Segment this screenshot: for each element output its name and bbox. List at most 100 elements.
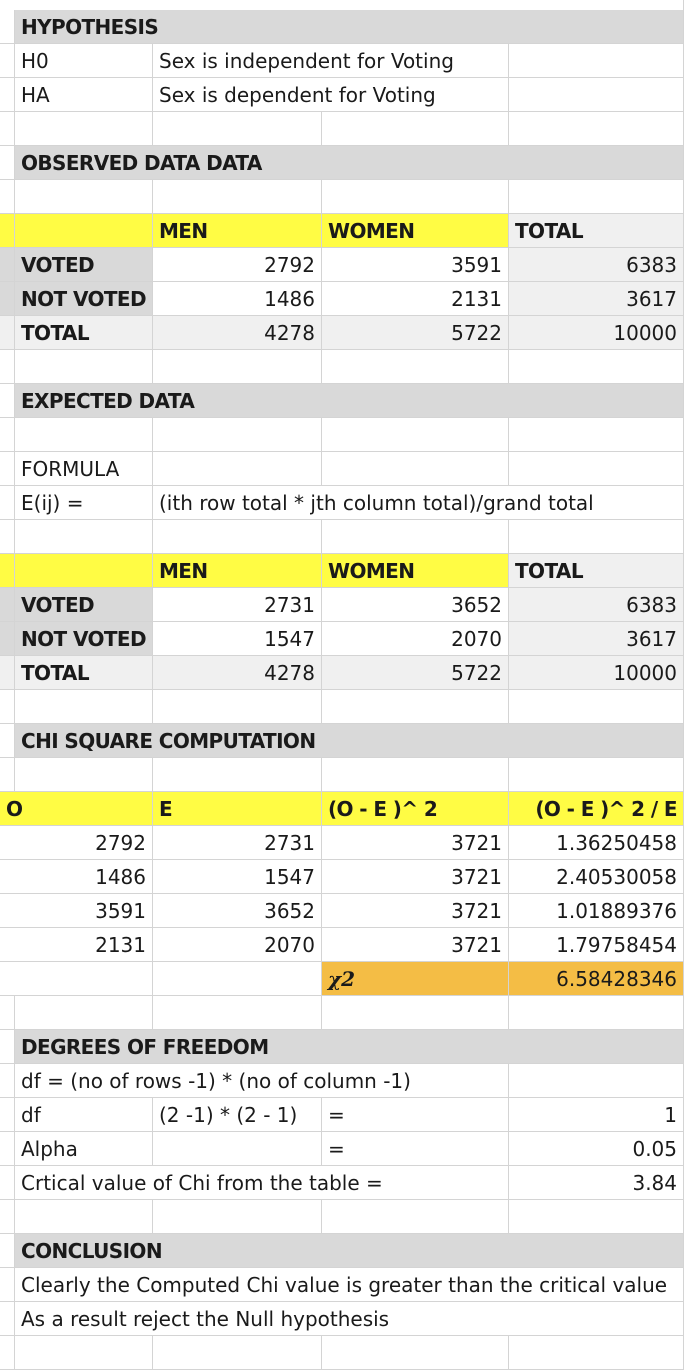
conclusion-line-2[interactable]: As a result reject the Null hypothesis (15, 1302, 684, 1336)
chi-e-cell[interactable]: 2731 (153, 826, 322, 860)
h0-label[interactable]: H0 (15, 44, 153, 78)
empty-cell[interactable] (322, 758, 509, 792)
empty-cell[interactable] (0, 1064, 15, 1098)
empty-cell[interactable] (509, 112, 684, 146)
empty-cell[interactable] (153, 520, 322, 554)
empty-cell[interactable] (0, 146, 15, 180)
empty-cell[interactable] (0, 452, 15, 486)
chi-o-cell[interactable]: 3591 (0, 894, 153, 928)
empty-cell[interactable] (322, 996, 509, 1030)
observed-cell[interactable]: 3617 (509, 282, 684, 316)
observed-cell[interactable]: 1486 (153, 282, 322, 316)
empty-cell[interactable] (0, 248, 15, 282)
expected-cell[interactable]: 2070 (322, 622, 509, 656)
empty-cell[interactable] (0, 758, 15, 792)
expected-cell[interactable]: 4278 (153, 656, 322, 690)
observed-row-label[interactable]: VOTED (15, 248, 153, 282)
empty-cell[interactable] (0, 622, 15, 656)
chi-o-cell[interactable]: 1486 (0, 860, 153, 894)
expected-cell[interactable]: 2731 (153, 588, 322, 622)
chi-ratio-cell[interactable]: 2.40530058 (509, 860, 684, 894)
empty-cell[interactable] (509, 180, 684, 214)
empty-cell[interactable] (509, 78, 684, 112)
empty-cell[interactable] (15, 690, 153, 724)
empty-cell[interactable] (0, 384, 15, 418)
conclusion-line-1[interactable]: Clearly the Computed Chi value is greate… (15, 1268, 684, 1302)
empty-cell[interactable] (0, 350, 15, 384)
empty-cell[interactable] (15, 214, 153, 248)
chi-ratio-cell[interactable]: 1.01889376 (509, 894, 684, 928)
dof-header[interactable]: DEGREES OF FREEDOM (15, 1030, 684, 1064)
empty-cell[interactable] (0, 1030, 15, 1064)
empty-cell[interactable] (15, 758, 153, 792)
expected-row-label[interactable]: TOTAL (15, 656, 153, 690)
empty-cell[interactable] (0, 520, 15, 554)
observed-cell[interactable]: 6383 (509, 248, 684, 282)
empty-cell[interactable] (0, 656, 15, 690)
empty-cell[interactable] (15, 1336, 153, 1370)
empty-cell[interactable] (153, 112, 322, 146)
observed-col-men[interactable]: MEN (153, 214, 322, 248)
expected-cell[interactable]: 5722 (322, 656, 509, 690)
observed-col-women[interactable]: WOMEN (322, 214, 509, 248)
empty-cell[interactable] (153, 758, 322, 792)
empty-cell[interactable] (15, 180, 153, 214)
chi-sq-cell[interactable]: 3721 (322, 826, 509, 860)
dof-formula[interactable]: df = (no of rows -1) * (no of column -1) (15, 1064, 509, 1098)
empty-cell[interactable] (322, 1336, 509, 1370)
empty-cell[interactable] (153, 1132, 322, 1166)
empty-cell[interactable] (153, 1200, 322, 1234)
chi-col-ratio[interactable]: (O - E )^ 2 / E (509, 792, 684, 826)
empty-cell[interactable] (0, 282, 15, 316)
empty-cell[interactable] (322, 418, 509, 452)
expected-row-label[interactable]: VOTED (15, 588, 153, 622)
empty-cell[interactable] (153, 452, 322, 486)
expected-col-women[interactable]: WOMEN (322, 554, 509, 588)
empty-cell[interactable] (15, 350, 153, 384)
empty-cell[interactable] (153, 350, 322, 384)
alpha-value[interactable]: 0.05 (509, 1132, 684, 1166)
empty-cell[interactable] (15, 1200, 153, 1234)
df-value[interactable]: 1 (509, 1098, 684, 1132)
observed-row-label[interactable]: TOTAL (15, 316, 153, 350)
empty-cell[interactable] (0, 316, 15, 350)
chi-ratio-cell[interactable]: 1.79758454 (509, 928, 684, 962)
empty-cell[interactable] (0, 588, 15, 622)
empty-cell[interactable] (0, 724, 15, 758)
formula-text[interactable]: (ith row total * jth column total)/grand… (153, 486, 684, 520)
observed-cell[interactable]: 3591 (322, 248, 509, 282)
conclusion-header[interactable]: CONCLUSION (15, 1234, 684, 1268)
empty-cell[interactable] (322, 112, 509, 146)
observed-row-label[interactable]: NOT VOTED (15, 282, 153, 316)
empty-cell[interactable] (15, 112, 153, 146)
empty-cell[interactable] (0, 1200, 15, 1234)
observed-header[interactable]: OBSERVED DATA DATA (15, 146, 684, 180)
formula-label[interactable]: FORMULA (15, 452, 153, 486)
empty-cell[interactable] (509, 1064, 684, 1098)
observed-cell[interactable]: 4278 (153, 316, 322, 350)
chi-e-cell[interactable]: 3652 (153, 894, 322, 928)
df-label[interactable]: df (15, 1098, 153, 1132)
empty-cell[interactable] (0, 214, 15, 248)
empty-cell[interactable] (0, 1234, 15, 1268)
empty-cell[interactable] (0, 112, 15, 146)
empty-cell[interactable] (0, 962, 153, 996)
empty-cell[interactable] (509, 44, 684, 78)
empty-cell[interactable] (15, 418, 153, 452)
hypothesis-header[interactable]: HYPOTHESIS (15, 10, 684, 44)
empty-cell[interactable] (0, 1336, 15, 1370)
empty-cell[interactable] (0, 1098, 15, 1132)
empty-cell[interactable] (509, 1336, 684, 1370)
critical-label[interactable]: Crtical value of Chi from the table = (15, 1166, 509, 1200)
empty-cell[interactable] (0, 10, 15, 44)
empty-cell[interactable] (15, 520, 153, 554)
expected-col-total[interactable]: TOTAL (509, 554, 684, 588)
empty-cell[interactable] (322, 452, 509, 486)
chi-col-o[interactable]: O (0, 792, 153, 826)
empty-cell[interactable] (509, 690, 684, 724)
df-equals[interactable]: = (322, 1098, 509, 1132)
eij-label[interactable]: E(ij) = (15, 486, 153, 520)
expected-cell[interactable]: 3652 (322, 588, 509, 622)
empty-cell[interactable] (322, 690, 509, 724)
empty-cell[interactable] (153, 690, 322, 724)
